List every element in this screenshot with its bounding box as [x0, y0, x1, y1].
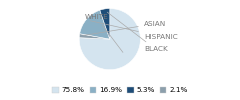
Wedge shape: [79, 34, 110, 39]
Text: BLACK: BLACK: [107, 12, 168, 52]
Wedge shape: [80, 10, 110, 39]
Wedge shape: [100, 8, 110, 39]
Text: HISPANIC: HISPANIC: [90, 21, 178, 40]
Wedge shape: [79, 8, 140, 70]
Legend: 75.8%, 16.9%, 5.3%, 2.1%: 75.8%, 16.9%, 5.3%, 2.1%: [49, 84, 191, 96]
Text: WHITE: WHITE: [84, 14, 123, 52]
Text: ASIAN: ASIAN: [84, 21, 166, 35]
